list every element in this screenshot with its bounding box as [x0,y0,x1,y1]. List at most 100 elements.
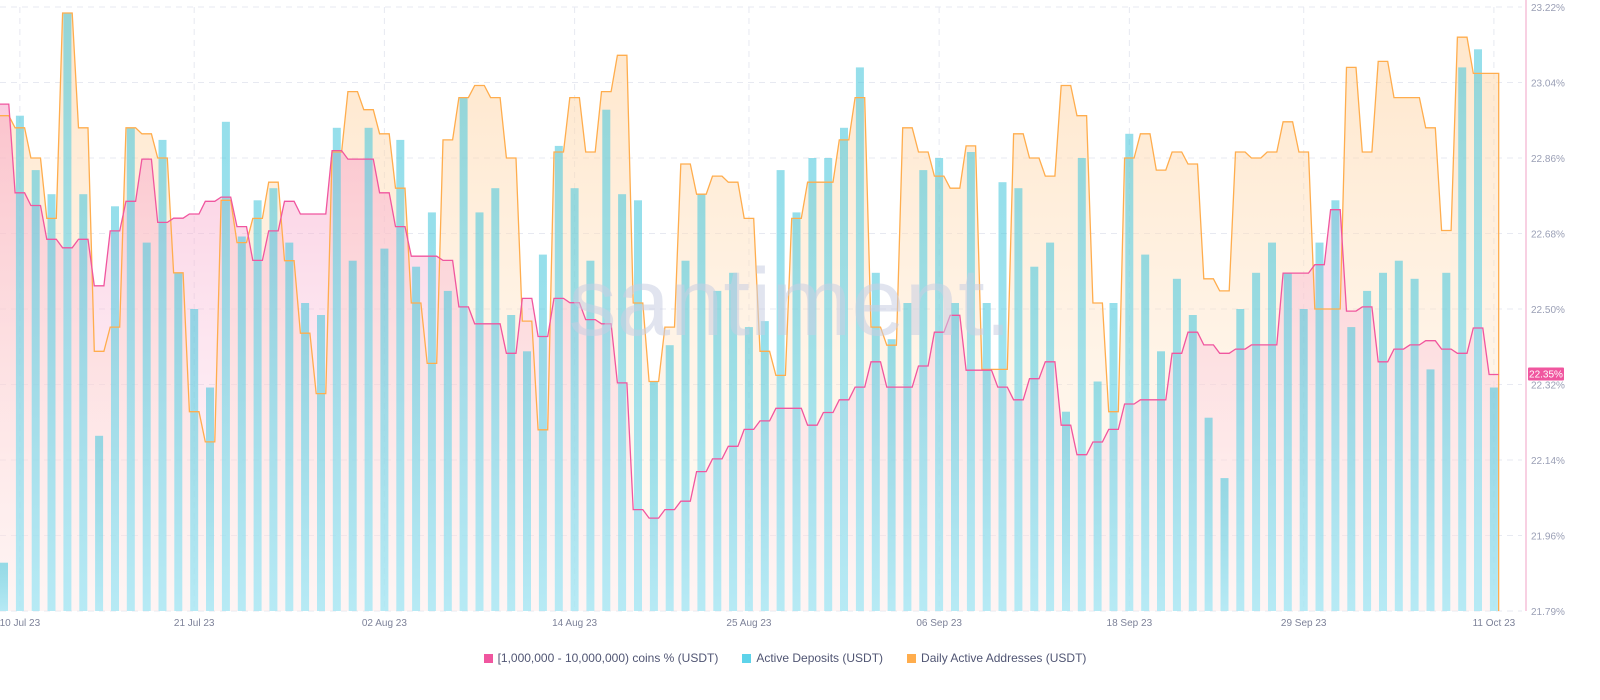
y-tick-label: 23.04% [1531,79,1565,90]
y-tick-label: 22.68% [1531,230,1565,241]
active-deposits-bar [348,260,357,611]
pink-area-fill [0,104,1499,611]
active-deposits-bar [1236,309,1245,611]
x-tick-label: 02 Aug 23 [362,618,407,629]
x-axis-ticks: 10 Jul 23 21 Jul 23 02 Aug 23 14 Aug 23 25 A… [0,618,1516,629]
daily-active-addresses-line [0,12,1500,612]
x-tick-label: 10 Jul 23 [0,618,41,629]
active-deposits-bar [713,290,722,611]
active-deposits-bar [31,170,40,611]
x-tick-label: 11 Oct 23 [1473,618,1516,629]
active-deposits-bar [301,303,310,611]
x-tick-label: 21 Jul 23 [174,618,215,629]
active-deposits-bar [1109,303,1118,611]
active-deposits-bar [1442,272,1451,611]
active-deposits-bar [982,303,991,611]
legend-item-daily-active-addresses[interactable]: Daily Active Addresses (USDT) [907,651,1086,665]
active-deposits-bar [1474,49,1482,612]
active-deposits-bar [221,121,230,612]
active-deposits-bar [269,188,278,611]
active-deposits-bar [1347,327,1356,611]
active-deposits-bar [855,67,864,611]
active-deposits-bar [1046,242,1055,611]
active-deposits-bar [1220,478,1229,611]
active-deposits-bar [507,315,516,611]
active-deposits-bar [1141,254,1150,611]
active-deposits-bar [1283,272,1292,611]
active-deposits-bar [1410,278,1419,611]
active-deposits-bar [1315,242,1324,611]
active-deposits-bar [237,236,246,611]
active-deposits-bar [1252,272,1261,611]
legend-item-active-deposits[interactable]: Active Deposits (USDT) [742,651,883,665]
active-deposits-bar [634,200,642,612]
active-deposits-bar [871,272,880,611]
active-deposits-bar [1093,381,1102,611]
chart-canvas: santiment. 23.22% 23.04% 22.86% 22.68% 22.50… [0,0,1565,629]
active-deposits-bar [760,321,769,611]
y-tick-label: 22.32% [1531,381,1565,392]
active-deposits-bar [1157,351,1165,611]
active-deposits-bar [253,200,262,612]
active-deposits-bar [966,152,975,611]
active-deposits-bar [206,387,214,611]
y-tick-label: 21.96% [1531,532,1565,543]
legend: [1,000,000 - 10,000,000) coins % (USDT) … [0,651,1570,665]
active-deposits-bar [792,212,801,611]
active-deposits-bar [1426,369,1435,611]
active-deposits-bar [63,13,72,611]
active-deposits-bar [1030,266,1039,611]
legend-label: [1,000,000 - 10,000,000) coins % (USDT) [497,651,719,665]
active-deposits-bar [649,381,658,611]
active-deposits-bar [744,327,753,611]
active-deposits-bar [443,290,452,611]
active-deposits-bar [111,206,119,612]
active-deposits-bar [887,339,896,611]
active-deposits-bar [396,139,405,611]
y-tick-label: 22.14% [1531,456,1565,467]
x-tick-label: 14 Aug 23 [552,618,597,629]
active-deposits-bar [142,242,151,611]
coins-percent-area [0,104,1499,611]
active-deposits-bar [317,315,325,611]
active-deposits-bar [1268,242,1276,611]
legend-label: Daily Active Addresses (USDT) [921,651,1087,665]
legend-label: Active Deposits (USDT) [756,651,884,665]
y-tick-label: 22.50% [1531,305,1565,316]
active-deposits-bar [459,97,468,612]
active-deposits-bar [602,109,611,611]
active-deposits-bar [1125,133,1134,612]
active-deposits-bar [1204,417,1213,611]
active-deposits-bar [570,188,579,611]
active-deposits-bar [681,260,690,611]
active-deposits-bar [998,182,1007,611]
active-deposits-bar [126,127,135,612]
active-deposits-bar [1458,67,1467,611]
y-axis-ticks: 23.22% 23.04% 22.86% 22.68% 22.50% 22.32% 22.1… [1531,3,1565,618]
active-deposits-bar [1363,290,1372,611]
current-value-badge-bg [1528,367,1564,381]
active-deposits-bar [475,212,484,611]
active-deposits-bar [1379,272,1387,611]
x-tick-label: 18 Sep 23 [1107,618,1153,629]
y-tick-label: 21.79% [1531,607,1565,618]
active-deposits-bar [95,435,104,611]
active-deposits-bar [554,145,563,611]
legend-swatch-cyan [742,653,752,663]
current-value-badge: 22.35% [1528,367,1564,381]
active-deposits-bar [697,194,706,611]
active-deposits-bar [951,303,959,611]
active-deposits-bar [1188,315,1197,611]
active-deposits-bar [1489,387,1498,611]
active-deposits-bar [824,158,833,611]
current-value-label: 22.35% [1529,369,1563,380]
legend-swatch-orange [907,653,917,663]
active-deposits-bar [523,351,531,611]
active-deposits-bar [1299,309,1308,611]
active-deposits-bar [586,260,595,611]
active-deposits-bar [1062,411,1070,611]
active-deposits-bar [15,115,24,611]
legend-item-coins-percent[interactable]: [1,000,000 - 10,000,000) coins % (USDT) [483,651,719,665]
active-deposits-bar [332,127,341,612]
active-deposits-bar [538,254,547,611]
